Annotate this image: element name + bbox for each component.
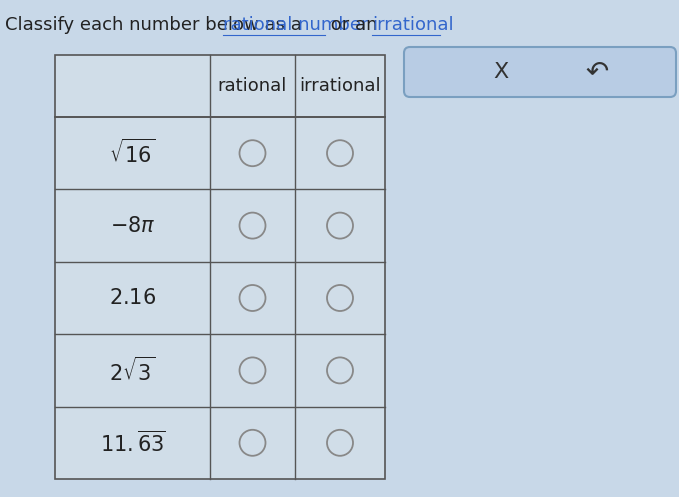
Text: irrational: irrational — [372, 16, 454, 34]
FancyBboxPatch shape — [404, 47, 676, 97]
Text: $\sqrt{16}$: $\sqrt{16}$ — [109, 139, 155, 167]
Text: $-8\pi$: $-8\pi$ — [110, 216, 155, 236]
FancyBboxPatch shape — [55, 55, 385, 479]
Text: Classify each number below as a: Classify each number below as a — [5, 16, 308, 34]
Text: rational number: rational number — [223, 16, 368, 34]
Text: X: X — [494, 62, 509, 82]
Text: irrational: irrational — [299, 77, 381, 95]
Text: ↶: ↶ — [585, 58, 609, 86]
Text: $2.16$: $2.16$ — [109, 288, 156, 308]
Text: $2\sqrt{3}$: $2\sqrt{3}$ — [109, 356, 155, 385]
Text: or an: or an — [325, 16, 383, 34]
Text: $11.\overline{63}$: $11.\overline{63}$ — [100, 430, 166, 456]
Text: rational: rational — [218, 77, 287, 95]
